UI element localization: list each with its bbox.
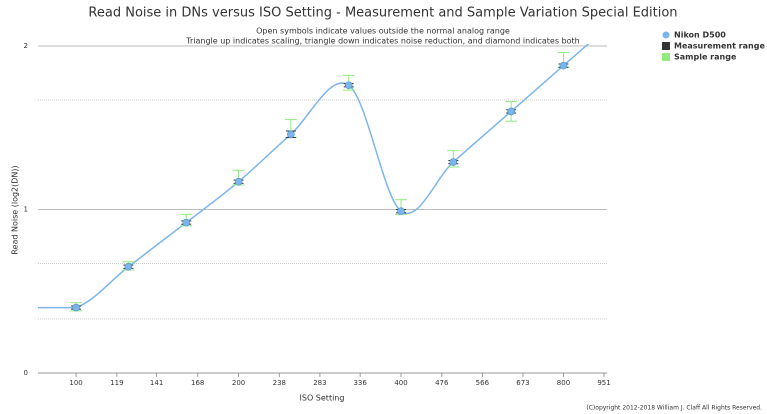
subtitle: Open symbols indicate values outside the… (256, 27, 510, 36)
point (287, 130, 295, 139)
credit: (C)opyright 2012-2018 William J. Claff A… (586, 405, 762, 412)
point (397, 207, 405, 215)
legend-label: Sample range (674, 53, 737, 62)
x-tick-label: 951 (597, 379, 610, 387)
point (234, 177, 243, 186)
chart-title: Read Noise in DNs versus ISO Setting - M… (88, 6, 677, 21)
point (72, 303, 80, 312)
y-tick-label: 2 (24, 42, 28, 50)
point (124, 262, 133, 271)
x-tick-label: 400 (394, 379, 407, 387)
y-tick-label: 0 (24, 369, 28, 377)
point (559, 61, 568, 70)
x-tick-label: 238 (273, 379, 286, 387)
x-tick-label: 336 (353, 379, 367, 387)
legend-marker (662, 42, 670, 50)
x-tick-label: 141 (150, 379, 163, 387)
y-axis-label: Read Noise (log2(DN)) (11, 165, 20, 254)
point (507, 107, 515, 116)
point (449, 158, 458, 166)
x-axis-label: ISO Setting (300, 394, 345, 403)
x-tick-label: 200 (232, 379, 245, 387)
x-tick-label: 800 (557, 379, 570, 387)
x-tick-label: 119 (110, 379, 123, 387)
x-tick-label: 673 (516, 379, 529, 387)
x-tick-label: 566 (476, 379, 490, 387)
subtitle: Triangle up indicates scaling, triangle … (185, 37, 579, 46)
legend-label: Measurement range (674, 42, 765, 51)
legend-marker (662, 31, 670, 39)
point (344, 81, 353, 90)
legend-marker (662, 53, 670, 61)
x-tick-label: 100 (69, 379, 82, 387)
x-tick-label: 476 (435, 379, 449, 387)
x-tick-label: 168 (191, 379, 204, 387)
series-line (38, 44, 590, 309)
legend-label: Nikon D500 (674, 31, 726, 40)
y-tick-label: 1 (24, 206, 28, 214)
point (182, 218, 191, 227)
x-tick-label: 283 (313, 379, 326, 387)
plot (38, 44, 590, 312)
